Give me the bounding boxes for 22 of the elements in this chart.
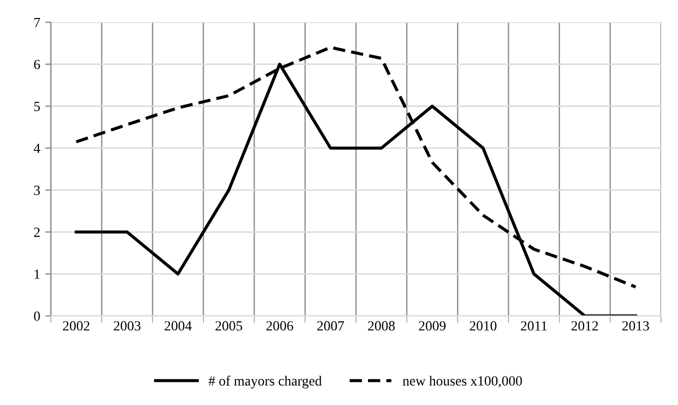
x-tick-label: 2006 bbox=[266, 321, 294, 331]
x-tick-label: 2013 bbox=[622, 321, 649, 331]
x-tick-label: 2012 bbox=[571, 321, 598, 331]
y-tick-label: 1 bbox=[34, 270, 40, 279]
y-tick-label: 4 bbox=[34, 144, 40, 153]
legend-label: new houses x100,000 bbox=[402, 376, 522, 388]
x-tick-label: 2009 bbox=[418, 321, 446, 331]
legend-label: # of mayors charged bbox=[208, 376, 322, 388]
y-tick-label: 5 bbox=[34, 102, 40, 112]
x-tick-label: 2007 bbox=[317, 321, 344, 331]
x-tick-label: 2004 bbox=[164, 321, 192, 331]
y-tick-label: 6 bbox=[34, 60, 40, 70]
y-tick-label: 3 bbox=[34, 186, 40, 196]
x-tick-label: 2008 bbox=[368, 321, 395, 331]
y-tick-label: 7 bbox=[34, 18, 40, 28]
y-tick-label: 0 bbox=[34, 311, 40, 321]
x-tick-label: 2010 bbox=[470, 321, 496, 331]
x-tick-label: 2005 bbox=[216, 321, 242, 331]
x-tick-label: 2011 bbox=[520, 321, 547, 331]
x-tick-label: 2002 bbox=[62, 321, 90, 331]
x-tick-label: 2003 bbox=[114, 321, 140, 331]
y-tick-label: 2 bbox=[34, 228, 40, 237]
